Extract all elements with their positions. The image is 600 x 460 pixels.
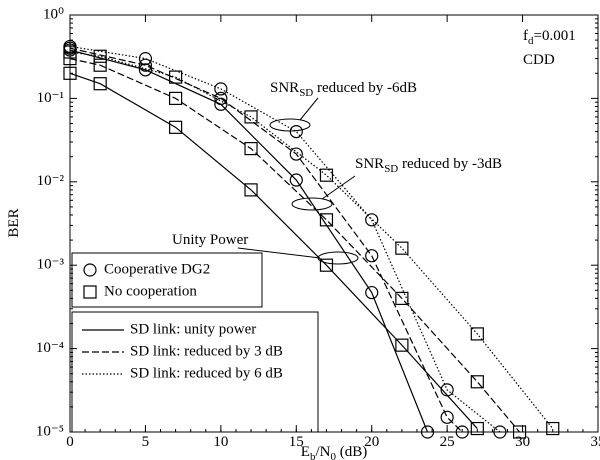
- circle-marker: [365, 213, 379, 227]
- arrow: [237, 247, 321, 259]
- square-marker: [244, 142, 258, 156]
- legend-label: SD link: reduced by 6 dB: [130, 365, 283, 381]
- series-line: [69, 47, 463, 433]
- square-marker: [470, 375, 484, 389]
- text-part: =0.001: [534, 28, 576, 44]
- legend-label: SD link: unity power: [130, 321, 256, 337]
- square-marker: [546, 421, 560, 436]
- legend-label: SD link: reduced by 3 dB: [130, 343, 283, 359]
- circle-marker: [365, 249, 379, 263]
- square-marker: [244, 183, 258, 197]
- legend-label: Cooperative DG2: [104, 261, 210, 277]
- text-part: d: [528, 35, 534, 47]
- arrow: [299, 97, 319, 121]
- text-part: E: [301, 444, 310, 460]
- series-line: [69, 72, 478, 429]
- annotation: fd=0.001: [523, 28, 576, 47]
- text-part: f: [523, 28, 528, 44]
- circle-marker: [214, 82, 228, 96]
- square-marker: [93, 77, 107, 91]
- text-part: SNR: [270, 80, 299, 96]
- square-marker: [83, 285, 97, 299]
- square-marker: [93, 58, 107, 72]
- annotation: SNRSD reduced by -6dB: [270, 80, 417, 99]
- annotation: Unity Power: [172, 232, 248, 248]
- legend-label: No cooperation: [104, 283, 197, 299]
- circle-marker: [455, 425, 469, 439]
- y-tick-label: 10⁻⁵: [36, 423, 64, 439]
- square-marker: [169, 91, 183, 106]
- x-tick-label: 0: [66, 434, 74, 450]
- square-marker: [169, 120, 183, 134]
- square-marker: [93, 49, 107, 63]
- square-marker: [169, 70, 183, 84]
- circle-marker: [420, 425, 435, 439]
- circle-marker: [138, 52, 153, 66]
- circle-marker: [440, 410, 454, 424]
- circle-marker: [214, 91, 228, 106]
- square-marker: [244, 110, 258, 124]
- series-line: [69, 51, 554, 429]
- text-part: SD: [384, 163, 398, 175]
- legend-box: [71, 311, 319, 433]
- y-tick-label: 10⁻¹: [37, 90, 64, 106]
- circle-marker: [83, 263, 97, 277]
- square-marker: [319, 258, 334, 272]
- x-tick-label: 20: [364, 434, 379, 450]
- square-marker: [319, 213, 334, 227]
- square-marker: [470, 421, 484, 436]
- text-part: CDD: [523, 52, 555, 68]
- square-marker: [470, 327, 484, 341]
- text-part: b: [310, 451, 316, 460]
- circle-marker: [138, 63, 153, 77]
- square-marker: [63, 66, 77, 80]
- x-tick-label: 5: [142, 434, 150, 450]
- text-part: reduced by -6dB: [313, 80, 417, 96]
- circle-marker: [214, 97, 228, 111]
- text-part: Unity Power: [172, 232, 248, 248]
- square-marker: [319, 168, 334, 182]
- x-tick-label: 35: [591, 434, 600, 450]
- circle-marker: [289, 147, 303, 161]
- text-part: SD: [299, 87, 313, 99]
- ellipse: [291, 197, 333, 211]
- series-line: [69, 58, 521, 433]
- plot-frame: [69, 14, 599, 433]
- x-axis-label: Eb/N0 (dB): [301, 444, 367, 460]
- x-tick-label: 25: [440, 434, 455, 450]
- text-part: reduced by -3dB: [398, 156, 502, 172]
- series-line: [69, 45, 501, 433]
- circle-marker: [289, 173, 303, 187]
- text-part: (dB): [336, 444, 367, 460]
- annotation: SNRSD reduced by -3dB: [355, 156, 502, 175]
- y-tick-label: 10⁰: [43, 6, 64, 22]
- text-part: 0: [330, 451, 336, 460]
- text-part: SNR: [355, 156, 384, 172]
- series-line: [69, 49, 429, 433]
- y-tick-label: 10⁻³: [37, 257, 65, 273]
- legend-box: [71, 252, 263, 308]
- ellipse: [269, 118, 311, 132]
- text-part: /N: [315, 444, 330, 460]
- square-marker: [395, 241, 409, 255]
- y-axis-label: BER: [6, 208, 22, 237]
- circle-marker: [493, 425, 507, 439]
- square-marker: [395, 338, 409, 352]
- y-tick-label: 10⁻⁴: [36, 340, 64, 356]
- y-tick-label: 10⁻²: [37, 173, 65, 189]
- circle-marker: [138, 58, 153, 72]
- square-marker: [63, 45, 77, 59]
- square-marker: [395, 291, 409, 305]
- circle-marker: [289, 124, 303, 139]
- x-tick-label: 30: [515, 434, 530, 450]
- x-tick-label: 15: [289, 434, 304, 450]
- square-marker: [512, 425, 527, 439]
- annotation: CDD: [523, 52, 555, 68]
- x-tick-label: 10: [213, 434, 228, 450]
- circle-marker: [365, 285, 379, 300]
